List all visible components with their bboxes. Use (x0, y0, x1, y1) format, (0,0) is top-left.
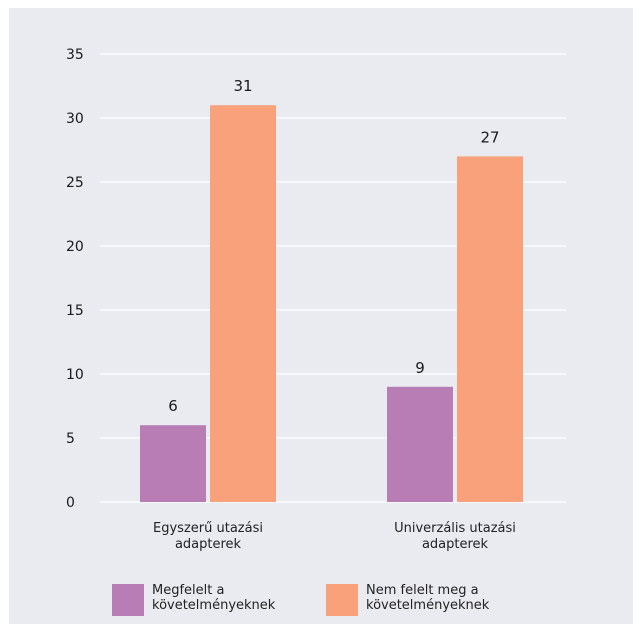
y-tick-label-0: 0 (66, 495, 75, 511)
y-tick-label-20: 20 (66, 239, 84, 255)
y-tick-label-35: 35 (66, 47, 84, 63)
bar-1-1 (457, 156, 523, 502)
legend-label-0-line-0: Megfelelt a (152, 583, 224, 598)
y-axis-ticks: 0 5 10 15 20 25 30 35 (66, 47, 84, 511)
category-label-0-line-0: Egyszerű utazási (153, 521, 263, 536)
y-tick-label-5: 5 (66, 431, 75, 447)
data-label-0-1: 31 (233, 77, 252, 95)
legend-label-0-line-1: követelményeknek (152, 598, 276, 613)
bar-1-0 (387, 386, 453, 502)
category-label-1-line-1: adapterek (422, 537, 489, 552)
bars (140, 105, 523, 502)
data-label-0-0: 6 (168, 397, 178, 415)
y-tick-label-10: 10 (66, 367, 84, 383)
chart-panel (9, 8, 633, 624)
category-label-0-line-1: adapterek (175, 537, 242, 552)
data-labels: 6 31 9 27 (168, 77, 499, 415)
legend-swatch-0 (112, 584, 144, 616)
bar-0-1 (210, 105, 276, 502)
y-tick-label-15: 15 (66, 303, 84, 319)
category-label-1-line-0: Univerzális utazási (394, 521, 516, 536)
data-label-1-0: 9 (415, 359, 425, 377)
legend-swatch-1 (326, 584, 358, 616)
data-label-1-1: 27 (480, 128, 499, 146)
y-tick-label-25: 25 (66, 175, 84, 191)
y-tick-label-30: 30 (66, 111, 84, 127)
legend-label-1-line-1: követelményeknek (366, 598, 490, 613)
legend-label-1-line-0: Nem felelt meg a (366, 583, 479, 598)
bar-0-0 (140, 425, 206, 502)
